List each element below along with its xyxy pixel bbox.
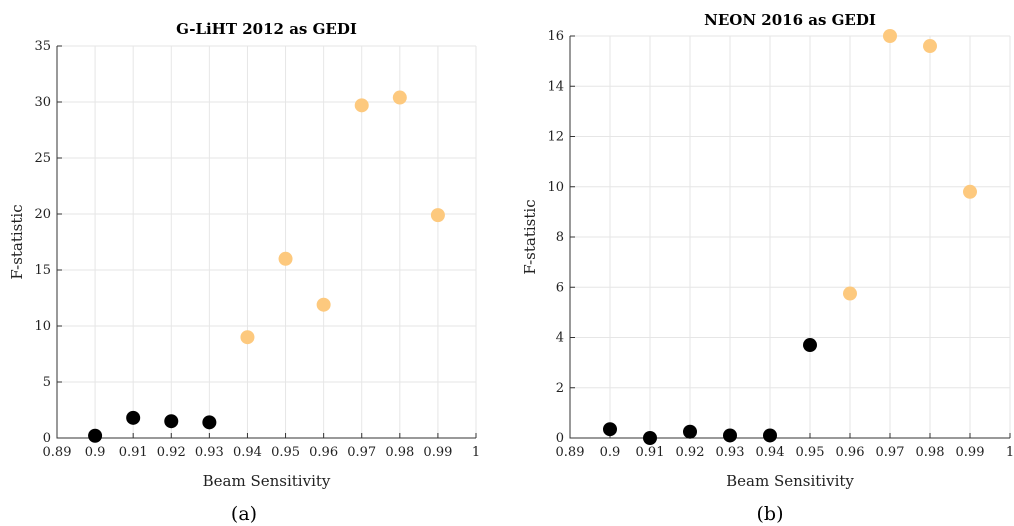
data-point — [240, 330, 255, 345]
data-point — [963, 184, 977, 199]
x-tick-label: 0.98 — [916, 445, 945, 460]
y-tick-label: 20 — [34, 207, 51, 222]
y-tick-label: 10 — [547, 180, 564, 195]
x-tick-label: 0.89 — [556, 445, 585, 460]
y-tick-label: 5 — [43, 375, 51, 390]
x-tick-label: 0.9 — [85, 445, 106, 460]
x-tick-label: 0.93 — [195, 445, 224, 460]
chart-title: G-LiHT 2012 as GEDI — [176, 20, 357, 38]
y-tick-label: 0 — [556, 431, 564, 446]
y-tick-label: 2 — [556, 381, 564, 396]
x-axis-label: Beam Sensitivity — [726, 472, 854, 490]
chart-a: 0.89 0.9 0.91 0.92 0.93 0.94 0.95 0.96 0.97 0.98 0… — [8, 20, 480, 525]
x-tick-label: 0.96 — [309, 445, 338, 460]
data-point — [923, 39, 937, 54]
data-point — [803, 338, 817, 353]
x-tick-label: 0.98 — [385, 445, 414, 460]
y-tick-label: 12 — [547, 130, 564, 145]
panel-label: (b) — [757, 503, 784, 525]
x-tick-label: 0.97 — [876, 445, 905, 460]
y-tick-label: 0 — [43, 431, 51, 446]
data-point — [316, 297, 331, 312]
y-tick-label: 8 — [556, 230, 564, 245]
data-point — [164, 414, 179, 429]
x-tick-label: 0.92 — [157, 445, 186, 460]
data-point — [278, 251, 293, 266]
x-tick-label: 0.89 — [43, 445, 72, 460]
y-tick-label: 6 — [556, 280, 564, 295]
data-point — [883, 29, 897, 43]
y-axis-label: F-statistic — [521, 199, 539, 274]
chart-title: NEON 2016 as GEDI — [704, 11, 876, 29]
y-tick-label: 15 — [34, 263, 51, 278]
data-point — [430, 208, 445, 223]
chart-b: 0.89 0.9 0.91 0.92 0.93 0.94 0.95 0.96 0.97 0.98 0… — [521, 11, 1014, 525]
y-tick-label: 14 — [547, 79, 564, 94]
x-tick-label: 0.95 — [271, 445, 300, 460]
y-tick-label: 35 — [34, 39, 51, 54]
y-axis-label: F-statistic — [8, 204, 26, 279]
x-tick-label: 0.97 — [347, 445, 376, 460]
x-tick-label: 0.94 — [756, 445, 785, 460]
data-point — [683, 424, 697, 439]
x-tick-label: 1 — [1006, 445, 1014, 460]
x-tick-label: 0.9 — [600, 445, 621, 460]
x-tick-label: 0.95 — [796, 445, 825, 460]
x-tick-label: 0.93 — [716, 445, 745, 460]
x-tick-label: 1 — [472, 445, 480, 460]
x-tick-label: 0.96 — [836, 445, 865, 460]
data-point — [392, 90, 407, 105]
x-tick-label: 0.99 — [423, 445, 452, 460]
data-point — [843, 286, 857, 301]
y-tick-label: 16 — [547, 29, 564, 44]
data-point — [603, 422, 617, 437]
data-point — [126, 410, 141, 425]
x-tick-label: 0.91 — [119, 445, 148, 460]
y-tick-label: 25 — [34, 151, 51, 166]
y-tick-label: 10 — [34, 319, 51, 334]
data-point — [88, 428, 103, 443]
x-axis-label: Beam Sensitivity — [203, 472, 331, 490]
x-tick-label: 0.99 — [956, 445, 985, 460]
panel-label: (a) — [231, 503, 257, 525]
data-point — [202, 415, 217, 430]
data-point — [354, 98, 369, 113]
x-tick-label: 0.92 — [676, 445, 705, 460]
axes — [56, 46, 476, 439]
data-point — [723, 428, 737, 443]
y-tick-label: 4 — [556, 331, 564, 346]
data-point — [643, 431, 657, 445]
data-point — [763, 428, 777, 443]
x-tick-label: 0.91 — [636, 445, 665, 460]
y-tick-label: 30 — [34, 95, 51, 110]
x-tick-label: 0.94 — [233, 445, 262, 460]
